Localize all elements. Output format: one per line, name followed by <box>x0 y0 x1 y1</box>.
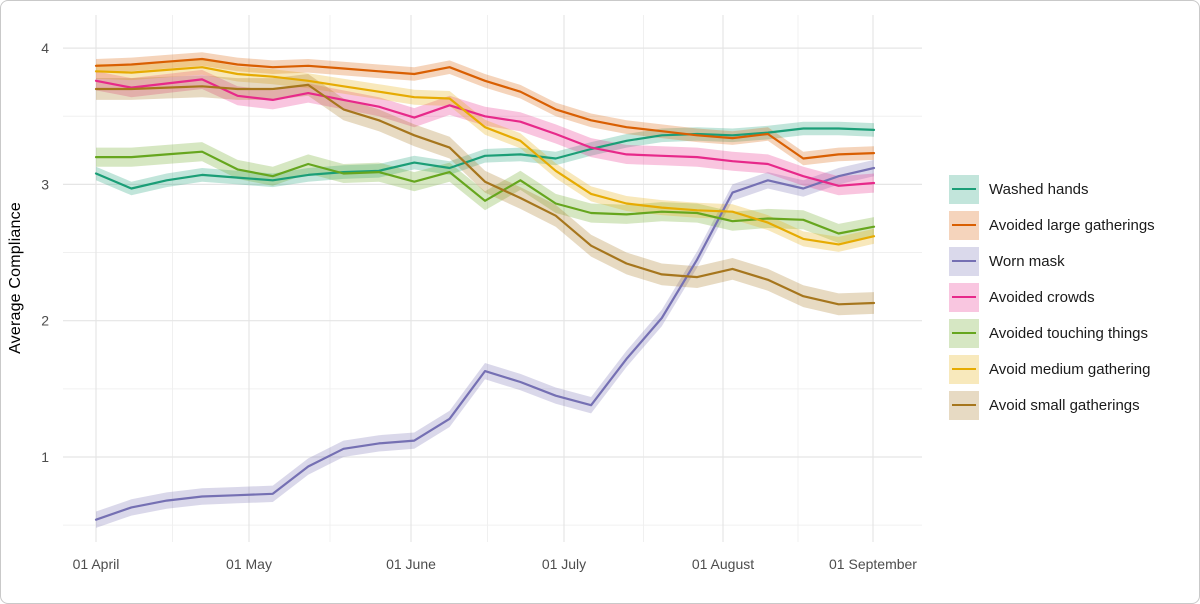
series-line <box>94 127 876 190</box>
y-tick-label: 2 <box>41 313 49 329</box>
legend-item-avoided-crowds: Avoided crowds <box>949 282 1155 312</box>
chart-legend: Washed hands Avoided large gatherings Worn… <box>949 174 1155 420</box>
legend-key-line <box>952 187 976 191</box>
legend-key-swatch <box>949 246 979 276</box>
legend-key-line <box>952 331 976 335</box>
x-tick-label: 01 September <box>829 556 917 572</box>
x-tick-label: 01 July <box>542 556 586 572</box>
series-line <box>94 78 876 187</box>
series-line <box>94 57 876 160</box>
confidence-band <box>96 69 874 196</box>
y-tick-label: 4 <box>41 40 49 56</box>
confidence-band <box>96 59 874 252</box>
legend-key-line <box>952 295 976 299</box>
legend-label: Avoid medium gathering <box>989 360 1151 378</box>
legend-item-avoided-touching-things: Avoided touching things <box>949 318 1155 348</box>
legend-label: Avoid small gatherings <box>989 396 1140 414</box>
y-axis-title: Average Compliance <box>7 202 24 354</box>
legend-item-avoided-large-gatherings: Avoided large gatherings <box>949 210 1155 240</box>
legend-item-washed-hands: Washed hands <box>949 174 1155 204</box>
legend-key-swatch <box>949 210 979 240</box>
legend-key-line <box>952 223 976 227</box>
legend-key-swatch <box>949 282 979 312</box>
legend-label: Worn mask <box>989 252 1065 270</box>
x-tick-label: 01 August <box>692 556 754 572</box>
legend-item-worn-mask: Worn mask <box>949 246 1155 276</box>
confidence-band <box>96 74 874 316</box>
series-line <box>94 83 876 306</box>
legend-key-swatch <box>949 318 979 348</box>
series-line <box>94 150 876 235</box>
series-line <box>94 66 876 246</box>
legend-item-avoid-medium-gathering: Avoid medium gathering <box>949 354 1155 384</box>
x-tick-label: 01 May <box>226 556 272 572</box>
legend-label: Washed hands <box>989 180 1089 198</box>
series-line <box>94 166 876 521</box>
legend-label: Avoided touching things <box>989 324 1149 342</box>
confidence-band <box>96 52 874 166</box>
legend-label: Avoided large gatherings <box>989 216 1155 234</box>
legend-key-swatch <box>949 390 979 420</box>
legend-key-line <box>952 259 976 263</box>
legend-key-line <box>952 403 976 407</box>
y-tick-label: 3 <box>41 176 49 192</box>
legend-key-line <box>952 367 976 371</box>
y-tick-label: 1 <box>41 449 49 465</box>
x-tick-label: 01 June <box>386 556 436 572</box>
legend-key-swatch <box>949 354 979 384</box>
legend-key-swatch <box>949 174 979 204</box>
x-tick-label: 01 April <box>73 556 120 572</box>
confidence-band <box>96 142 874 243</box>
legend-label: Avoided crowds <box>989 288 1095 306</box>
legend-item-avoid-small-gatherings: Avoid small gatherings <box>949 390 1155 420</box>
